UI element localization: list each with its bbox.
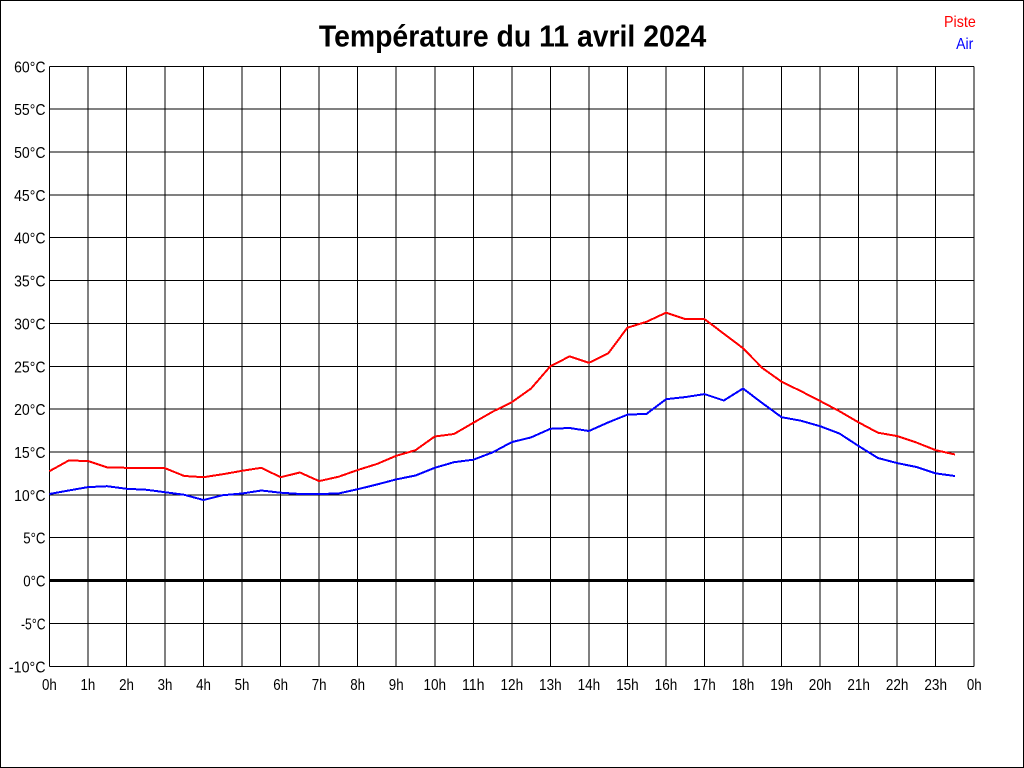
- svg-text:6h: 6h: [273, 677, 288, 694]
- svg-text:45°C: 45°C: [14, 188, 45, 205]
- svg-text:Air: Air: [956, 36, 974, 53]
- svg-text:9h: 9h: [389, 677, 404, 694]
- svg-text:25°C: 25°C: [14, 359, 45, 376]
- svg-text:18h: 18h: [732, 677, 755, 694]
- svg-text:Température du 11 avril 2024: Température du 11 avril 2024: [319, 19, 707, 54]
- svg-text:30°C: 30°C: [14, 316, 45, 333]
- svg-text:10h: 10h: [423, 677, 446, 694]
- svg-text:5h: 5h: [235, 677, 250, 694]
- svg-text:21h: 21h: [847, 677, 870, 694]
- svg-text:-5°C: -5°C: [21, 616, 46, 633]
- svg-text:17h: 17h: [693, 677, 716, 694]
- svg-text:0°C: 0°C: [23, 574, 45, 591]
- svg-text:4h: 4h: [196, 677, 211, 694]
- svg-text:22h: 22h: [886, 677, 909, 694]
- svg-text:16h: 16h: [655, 677, 678, 694]
- svg-text:15h: 15h: [616, 677, 639, 694]
- svg-text:11h: 11h: [462, 677, 485, 694]
- svg-text:40°C: 40°C: [14, 231, 45, 248]
- svg-text:5°C: 5°C: [23, 531, 45, 548]
- svg-text:19h: 19h: [770, 677, 793, 694]
- svg-text:35°C: 35°C: [14, 274, 45, 291]
- svg-text:60°C: 60°C: [14, 59, 45, 76]
- svg-text:0h: 0h: [42, 677, 57, 694]
- svg-text:20°C: 20°C: [14, 402, 45, 419]
- svg-text:8h: 8h: [350, 677, 365, 694]
- svg-text:50°C: 50°C: [14, 145, 45, 162]
- svg-text:0h: 0h: [967, 677, 982, 694]
- svg-text:15°C: 15°C: [14, 445, 45, 462]
- svg-text:20h: 20h: [809, 677, 832, 694]
- svg-text:23h: 23h: [924, 677, 947, 694]
- svg-text:10°C: 10°C: [14, 488, 45, 505]
- svg-text:-10°C: -10°C: [9, 659, 46, 676]
- svg-text:14h: 14h: [578, 677, 601, 694]
- svg-text:1h: 1h: [81, 677, 96, 694]
- svg-text:55°C: 55°C: [14, 102, 45, 119]
- svg-text:13h: 13h: [539, 677, 562, 694]
- svg-text:12h: 12h: [501, 677, 524, 694]
- svg-text:3h: 3h: [158, 677, 173, 694]
- svg-text:2h: 2h: [119, 677, 134, 694]
- svg-text:7h: 7h: [312, 677, 327, 694]
- svg-text:Piste: Piste: [944, 14, 976, 31]
